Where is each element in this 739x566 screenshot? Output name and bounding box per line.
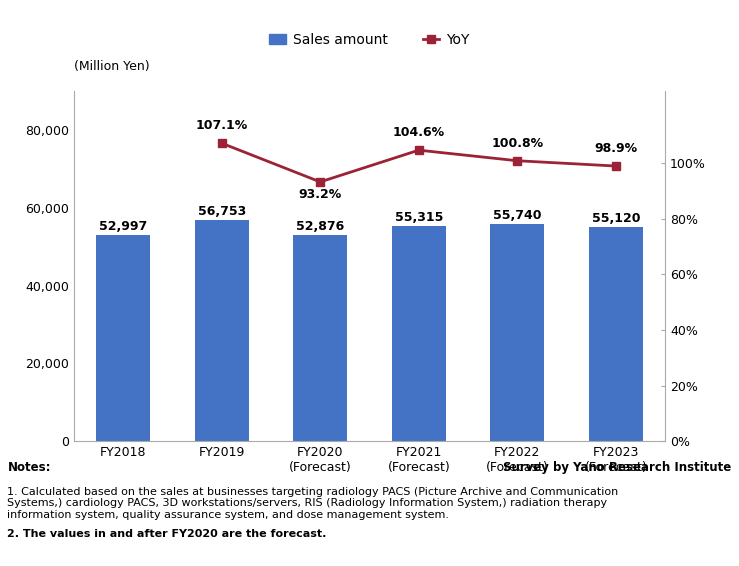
Bar (392, 226, 446, 441)
Text: 93.2%: 93.2% (299, 188, 342, 201)
Text: 55,315: 55,315 (395, 211, 443, 224)
Text: 56,753: 56,753 (197, 205, 246, 218)
Legend: Sales amount, YoY: Sales amount, YoY (264, 27, 475, 53)
Text: 55,120: 55,120 (592, 212, 640, 225)
Text: Notes:: Notes: (7, 461, 51, 474)
Bar (194, 220, 249, 441)
Text: (Million Yen): (Million Yen) (74, 60, 149, 73)
Bar (293, 235, 347, 441)
Text: Survey by Yano Research Institute: Survey by Yano Research Institute (503, 461, 732, 474)
Bar (96, 235, 150, 441)
Text: 107.1%: 107.1% (196, 119, 248, 132)
Text: 98.9%: 98.9% (594, 142, 638, 155)
Text: 52,876: 52,876 (296, 220, 344, 233)
Text: 52,997: 52,997 (99, 220, 147, 233)
Text: 104.6%: 104.6% (392, 126, 445, 139)
Text: 55,740: 55,740 (493, 209, 542, 222)
Text: 100.8%: 100.8% (491, 136, 543, 149)
Bar (589, 226, 643, 441)
Text: 2. The values in and after FY2020 are the forecast.: 2. The values in and after FY2020 are th… (7, 529, 327, 539)
Bar (490, 224, 545, 441)
Text: 1. Calculated based on the sales at businesses targeting radiology PACS (Picture: 1. Calculated based on the sales at busi… (7, 487, 619, 520)
